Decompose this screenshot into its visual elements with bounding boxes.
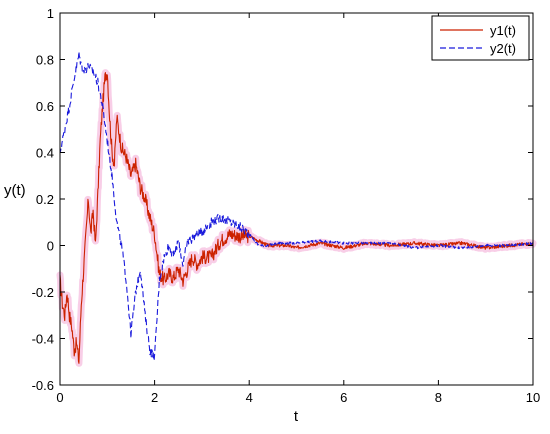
y-tick-label: 0 (47, 239, 54, 254)
y-tick-label: 0.2 (36, 192, 54, 207)
x-tick-label: 4 (246, 390, 253, 405)
y-tick-label: 1 (47, 6, 54, 21)
series-layer (59, 50, 534, 364)
legend-label-y1: y1(t) (490, 23, 516, 38)
plot-background (60, 13, 533, 385)
x-tick-label: 2 (151, 390, 158, 405)
legend-box (431, 15, 530, 61)
y-tick-label: -0.6 (32, 378, 54, 393)
x-tick-label: 6 (340, 390, 347, 405)
y-tick-label: 0.8 (36, 53, 54, 68)
y-tick-label: 0.6 (36, 99, 54, 114)
y-tick-label: 0.4 (36, 146, 54, 161)
tick-layer: 0 2 4 6 8 10 -0.6 -0.4 -0.2 0 0.2 0.4 0.6 0.8 1 (32, 6, 541, 405)
legend-label-y2: y2(t) (490, 41, 516, 56)
x-axis-label: t (294, 408, 299, 425)
x-tick-label: 0 (56, 390, 63, 405)
legend: y1(t) y2(t) (431, 15, 530, 61)
y-tick-label: -0.2 (32, 285, 54, 300)
x-tick-label: 8 (435, 390, 442, 405)
x-tick-label: 10 (526, 390, 540, 405)
series-line-1 (59, 50, 534, 362)
series-line-0 (59, 72, 534, 364)
y-tick-label: -0.4 (32, 332, 54, 347)
y-axis-label: y(t) (4, 182, 26, 199)
